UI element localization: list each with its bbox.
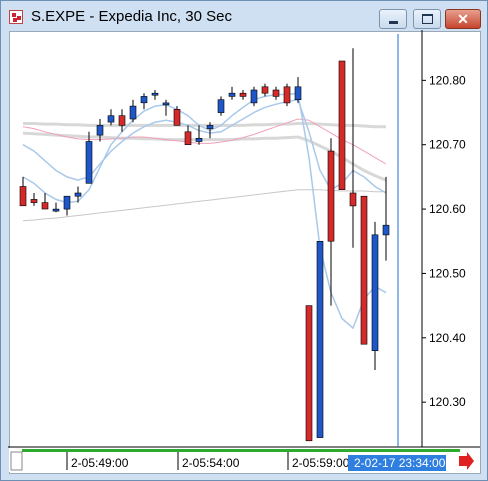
candle-down	[19, 186, 27, 207]
candle-down	[173, 109, 181, 126]
candle-up	[195, 138, 203, 142]
candle-down	[118, 115, 126, 126]
candle-up	[382, 224, 390, 236]
candle-up	[371, 234, 379, 352]
candle-up	[129, 105, 137, 120]
candle-up	[217, 99, 225, 113]
candle-up	[151, 92, 159, 96]
moving-average-lines	[22, 92, 387, 330]
title-bar[interactable]: S.EXPE - Expedia Inc, 30 Sec ✕	[1, 1, 487, 31]
scroll-right-arrow-icon[interactable]	[459, 452, 474, 470]
time-tick-label: 2-05:54:00	[182, 456, 240, 470]
candle-down	[184, 131, 192, 146]
minimize-button[interactable]	[379, 9, 407, 29]
candle-up	[52, 208, 60, 212]
candle-up	[85, 141, 93, 184]
maximize-icon	[421, 14, 433, 24]
candle-down	[283, 86, 291, 104]
candle-down	[30, 199, 38, 203]
price-chart[interactable]: 120.80 120.70 120.60 120.50 120.40 120.30 2-0…	[8, 30, 480, 473]
candle-up	[206, 125, 214, 129]
slow-ma-line	[22, 118, 387, 165]
candle-up	[294, 86, 302, 100]
price-tick-label: 120.40	[429, 331, 466, 345]
fast-ma-line	[22, 92, 387, 330]
price-tick-label: 120.30	[429, 395, 466, 409]
app-icon[interactable]	[9, 10, 23, 24]
long-ma-line	[22, 189, 386, 222]
time-tick-label: 2-05:59:00	[292, 456, 350, 470]
candle-down	[41, 202, 49, 210]
chart-area	[9, 31, 481, 474]
band-upper-line	[23, 122, 386, 129]
candle-up	[107, 115, 115, 123]
cursor-time-badge	[348, 455, 446, 471]
price-tick-label: 120.60	[429, 202, 466, 216]
candle-down	[360, 195, 368, 345]
minimize-icon	[388, 20, 398, 24]
timeline-bar[interactable]	[22, 449, 460, 452]
candle-down	[305, 305, 313, 442]
candlesticks	[19, 48, 390, 442]
price-tick-label: 120.50	[429, 266, 466, 280]
candle-down	[272, 89, 280, 97]
candle-down	[239, 92, 247, 97]
price-tick-label: 120.70	[429, 138, 466, 152]
band-lower-line	[22, 131, 387, 182]
candle-up	[74, 192, 82, 197]
candle-up	[140, 96, 148, 104]
close-icon: ✕	[457, 11, 469, 27]
window-title: S.EXPE - Expedia Inc, 30 Sec	[31, 8, 232, 25]
candle-up	[96, 125, 104, 136]
maximize-button[interactable]	[413, 9, 441, 29]
candle-up	[162, 102, 170, 106]
candle-up	[63, 195, 71, 210]
candle-down	[338, 60, 346, 190]
candle-down	[349, 192, 357, 207]
candle-up	[228, 92, 236, 97]
candle-up	[316, 241, 324, 438]
scroll-thumb[interactable]	[10, 451, 23, 471]
time-tick-label: 2-05:49:00	[71, 456, 129, 470]
cursor-time-label: 2-02-17 23:34:00	[354, 456, 446, 470]
price-axis[interactable]: 120.80 120.70 120.60 120.50 120.40 120.30	[422, 73, 466, 409]
close-button[interactable]: ✕	[445, 9, 481, 29]
candle-down	[327, 150, 335, 242]
candle-up	[250, 89, 258, 104]
candle-down	[261, 86, 269, 94]
price-tick-label: 120.80	[429, 73, 466, 87]
fast-ma-line-2	[22, 98, 387, 194]
time-labels: 2-05:49:00 2-05:54:00 2-05:59:00	[66, 452, 350, 470]
